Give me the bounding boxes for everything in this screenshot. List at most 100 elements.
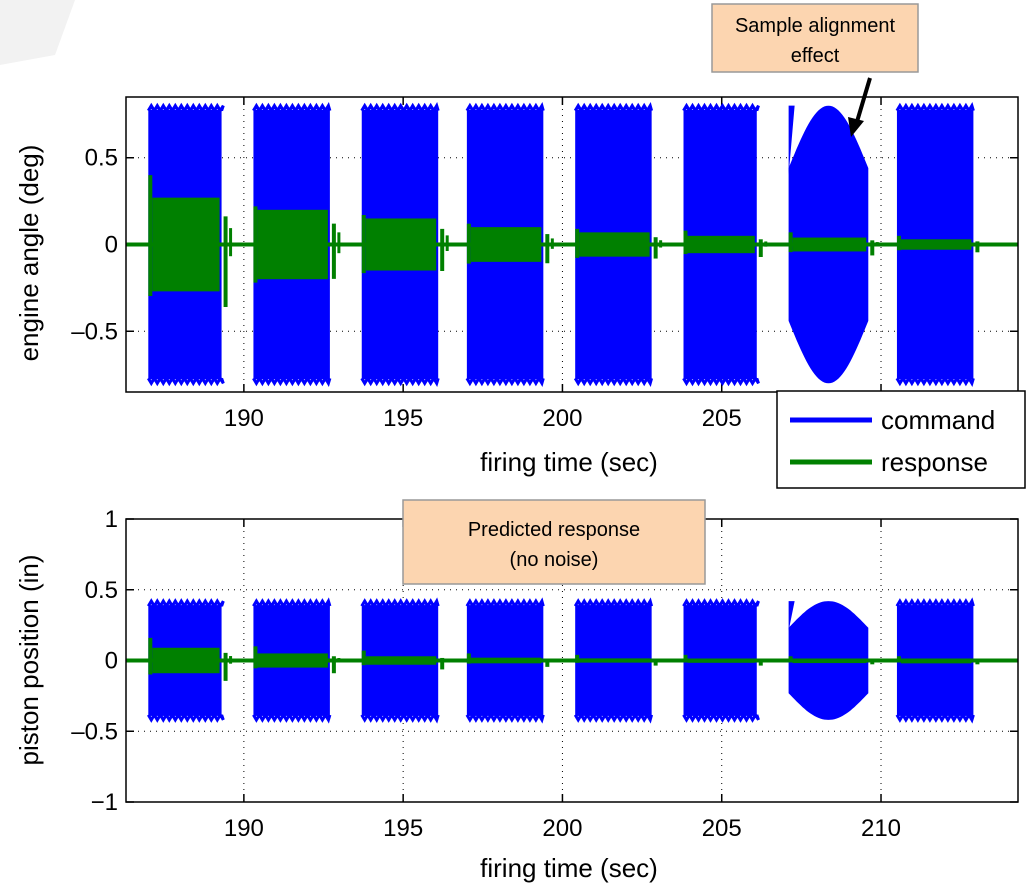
x-tick-label: 205 [702, 405, 742, 432]
x-tick-label: 200 [542, 405, 582, 432]
command-peaks [147, 102, 225, 112]
command-troughs [465, 714, 545, 724]
annotation-line-2: effect [791, 45, 840, 67]
annotation-line-1: Sample alignment [735, 15, 896, 37]
x-tick-label: 190 [224, 815, 264, 842]
command-peaks [360, 597, 440, 607]
response-segment [466, 223, 554, 264]
annotation-box [402, 499, 706, 585]
command-troughs [252, 714, 332, 724]
top-x-axis-label: firing time (sec) [480, 447, 658, 477]
legend-command-label: command [881, 405, 995, 435]
annotation-arrow [848, 77, 872, 137]
command-troughs [147, 714, 225, 723]
x-tick-label: 195 [383, 405, 423, 432]
legend-box [776, 390, 1026, 489]
legend-response-label: response [881, 447, 988, 477]
command-troughs [682, 714, 760, 723]
command-peaks [682, 102, 760, 112]
response-segment [253, 206, 341, 283]
command-troughs [360, 714, 440, 724]
y-tick-label: −1 [91, 789, 118, 816]
response-envelope [470, 657, 542, 664]
command-troughs [360, 377, 440, 387]
x-tick-label: 205 [702, 815, 742, 842]
response-envelope [365, 218, 437, 271]
command-peaks [573, 101, 654, 112]
top-y-axis-label: engine angle (deg) [14, 145, 44, 362]
y-tick-label: 0.5 [85, 577, 118, 604]
command-troughs [895, 377, 975, 387]
response-envelope [257, 209, 328, 280]
command-peaks [252, 597, 332, 607]
annotation-line-1: Predicted response [468, 519, 640, 541]
x-tick-label: 195 [383, 815, 423, 842]
response-segment [575, 654, 663, 666]
annotation-predicted-response: Predicted response (no noise) [402, 499, 706, 585]
axes-frame [125, 96, 1019, 393]
command-peaks [465, 597, 545, 607]
response-envelope [152, 197, 220, 292]
command-peaks [895, 597, 975, 607]
command-troughs [465, 377, 545, 388]
bottom-x-axis-label: firing time (sec) [480, 853, 658, 883]
command-peaks [252, 102, 332, 112]
command-peaks [573, 597, 654, 607]
response-envelope [687, 235, 755, 254]
command-peaks [147, 598, 225, 607]
response-envelope [470, 227, 542, 262]
response-envelope [579, 658, 650, 663]
response-segment [148, 175, 233, 307]
top-chart-engine-angle: 190 195 200 205 0.5 0 –0.5 [71, 96, 1019, 432]
response-envelope [579, 232, 650, 257]
response-segment [788, 656, 879, 665]
command-troughs [573, 377, 654, 388]
watermark-shape [0, 0, 75, 65]
annotation-sample-alignment: Sample alignment effect [711, 3, 919, 73]
x-tick-label: 200 [542, 815, 582, 842]
y-tick-label: –0.5 [71, 318, 118, 345]
y-tick-label: 1 [105, 506, 118, 533]
command-edge [788, 601, 795, 631]
annotation-box [711, 3, 919, 73]
y-tick-label: 0.5 [85, 145, 118, 172]
response-segment [253, 646, 341, 674]
bottom-chart-piston-position: 190 195 200 205 210 1 0.5 0 –0.5 −1 [71, 506, 1019, 842]
command-troughs [147, 377, 225, 387]
response-segment [575, 228, 663, 259]
legend: command response [776, 390, 1026, 489]
response-segment [788, 232, 879, 256]
command-troughs [252, 377, 332, 387]
response-envelope [687, 658, 755, 663]
x-tick-label: 190 [224, 405, 264, 432]
response-envelope [900, 239, 972, 250]
response-segment [361, 215, 449, 274]
response-envelope [152, 647, 220, 674]
bottom-y-axis-label: piston position (in) [14, 555, 44, 766]
command-peaks [360, 102, 440, 112]
command-troughs [573, 714, 654, 724]
response-envelope [792, 659, 867, 664]
response-segment [148, 637, 233, 681]
command-peaks [895, 102, 975, 112]
x-tick-label: 210 [861, 815, 901, 842]
response-envelope [792, 237, 867, 252]
y-tick-label: 0 [105, 648, 118, 675]
response-envelope [900, 659, 972, 664]
command-troughs [682, 377, 760, 387]
response-segment [683, 230, 768, 257]
y-tick-label: –0.5 [71, 718, 118, 745]
response-segment [896, 656, 984, 665]
annotation-line-2: (no noise) [510, 549, 599, 571]
command-edge [788, 105, 795, 176]
response-segment [896, 235, 984, 253]
y-tick-label: 0 [105, 232, 118, 259]
response-segment [361, 650, 449, 670]
response-envelope [365, 656, 437, 665]
command-peaks [465, 101, 545, 112]
command-troughs [895, 714, 975, 724]
response-envelope [257, 653, 328, 668]
command-peaks [682, 598, 760, 607]
response-segment [466, 653, 554, 667]
